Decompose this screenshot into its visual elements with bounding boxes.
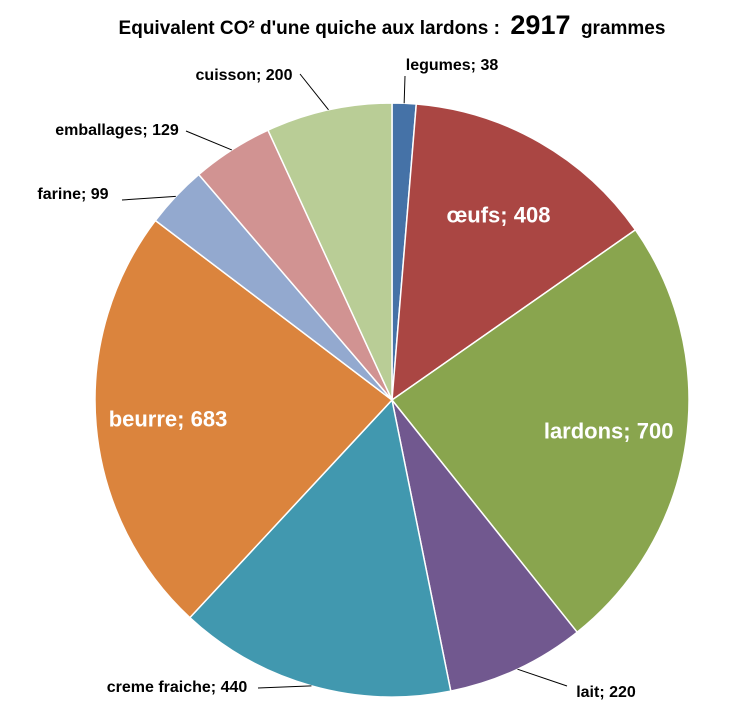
chart-title-main: Equivalent CO² d'une quiche aux lardons … [119, 18, 500, 39]
leader-line-creme-fraiche [257, 685, 312, 689]
slice-label-farine: farine; 99 [37, 186, 108, 203]
leader-line-cuisson [299, 73, 329, 111]
chart-title-total: 2917 [510, 10, 570, 40]
leader-line-farine [121, 195, 176, 201]
pie-slice-oeufs [391, 103, 637, 402]
slice-label-creme-fraiche: creme fraiche; 440 [107, 679, 248, 696]
leader-line-emballages [185, 130, 232, 151]
pie-slice-beurre [94, 219, 394, 619]
chart-title-unit: grammes [581, 18, 666, 39]
leader-lines [121, 73, 568, 689]
slice-labels: legumes; 38 œufs; 408 lardons; 700 lait; 22… [37, 57, 673, 701]
slice-label-lardons: lardons; 700 [544, 418, 674, 443]
slice-label-legumes: legumes; 38 [406, 57, 499, 74]
pie-slice-creme-fraiche [188, 398, 452, 698]
slice-label-oeufs: œufs; 408 [447, 202, 551, 227]
pie-slice-lardons [390, 228, 690, 634]
chart-title: Equivalent CO² d'une quiche aux lardons … [119, 10, 666, 40]
slice-label-emballages: emballages; 129 [55, 122, 179, 139]
leader-line-legumes [403, 75, 406, 104]
pie-slices [94, 102, 690, 698]
slice-label-lait: lait; 220 [576, 684, 636, 701]
slice-label-beurre: beurre; 683 [109, 406, 228, 431]
slice-label-cuisson: cuisson; 200 [196, 67, 293, 84]
leader-line-lait [517, 668, 568, 687]
pie-slice-cuisson [266, 102, 393, 401]
